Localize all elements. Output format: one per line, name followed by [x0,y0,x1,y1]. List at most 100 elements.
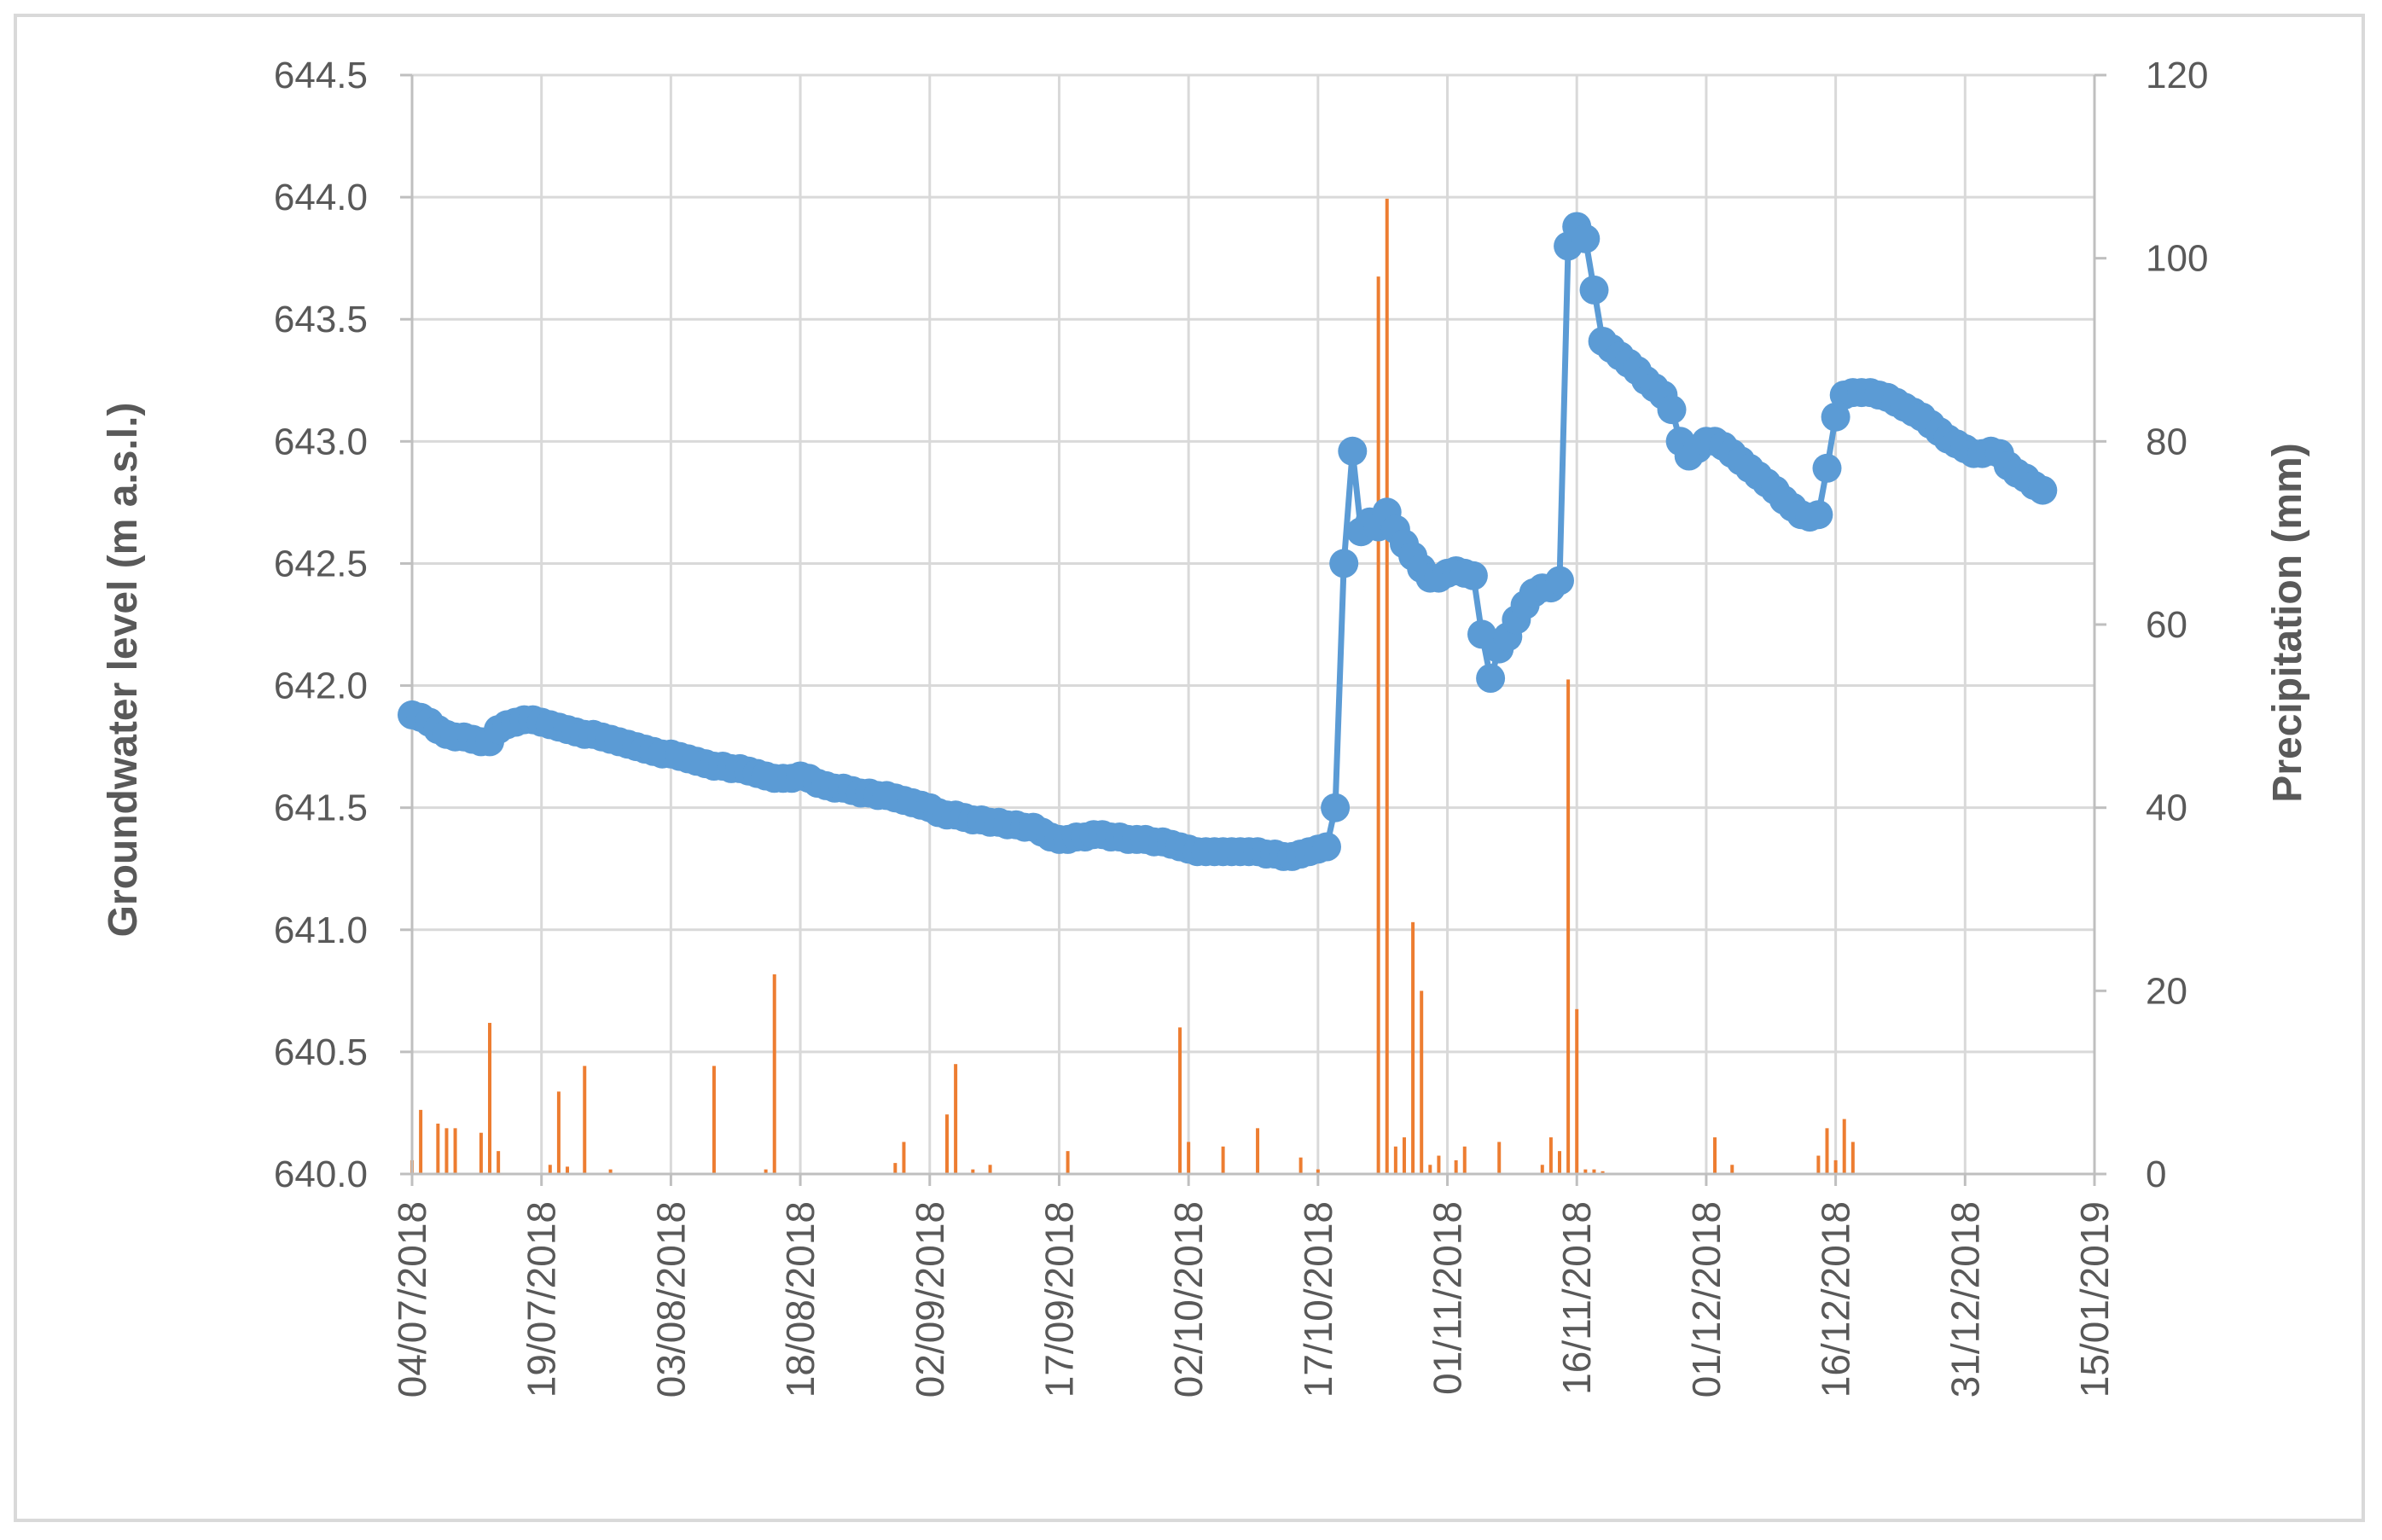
left-tick-label: 640.5 [274,1032,368,1073]
precipitation-bar [1437,1155,1441,1174]
groundwater-point [1545,566,1574,596]
precipitation-bar [1825,1128,1829,1174]
precipitation-bar [954,1064,958,1174]
left-tick-label: 643.0 [274,421,368,462]
x-tick-label: 31/12/2018 [1943,1201,1987,1398]
precipitation-bar [608,1169,613,1174]
precipitation-bar [1540,1165,1544,1174]
groundwater-point [1476,664,1506,693]
groundwater-point [1321,793,1351,822]
x-tick-label: 17/09/2018 [1037,1201,1082,1398]
x-tick-label: 03/08/2018 [648,1201,693,1398]
groundwater-point [1458,561,1488,590]
groundwater-point [1571,224,1601,253]
x-axis-ticks: 04/07/2018 19/07/2018 03/08/2018 18/08/2018… [390,1201,2117,1398]
right-tick-label: 20 [2146,970,2187,1012]
precipitation-bar [1833,1159,1838,1174]
x-tick-label: 04/07/2018 [390,1201,434,1398]
precipitation-bar [1187,1142,1191,1174]
groundwater-point [1579,275,1609,305]
groundwater-point [1338,436,1368,466]
x-tick-label: 16/11/2018 [1554,1201,1599,1395]
groundwater-point [1312,832,1341,862]
right-tick-label: 80 [2146,421,2187,462]
precipitation-bar [556,1091,561,1174]
precipitation-bar [893,1163,898,1174]
precipitation-bar [1462,1146,1467,1174]
left-axis-ticks: 640.0 640.5 641.0 641.5 642.0 642.5 643.0 643.5… [274,55,368,1195]
precipitation-bar [1566,679,1571,1174]
x-tick-label: 17/10/2018 [1296,1201,1340,1398]
left-tick-label: 644.0 [274,177,368,218]
precipitation-bar [1420,991,1424,1174]
precipitation-bar [1497,1142,1502,1174]
right-axis-title: Precipitation (mm) [2265,443,2310,802]
precipitation-bar [1385,198,1389,1174]
precipitation-bar [1583,1169,1588,1174]
left-tick-label: 644.5 [274,55,368,96]
left-tick-label: 643.5 [274,299,368,340]
precipitation-bar [764,1169,768,1174]
x-tick-label: 19/07/2018 [520,1201,564,1398]
precipitation-bar [1454,1159,1458,1174]
precipitation-bar [1850,1142,1855,1174]
x-tick-label: 01/12/2018 [1684,1201,1728,1398]
groundwater-point [1812,453,1842,483]
precipitation-bar [548,1165,552,1174]
precipitation-bar [1376,276,1380,1175]
precipitation-bar [1316,1169,1320,1174]
precipitation-bar [1713,1137,1717,1174]
precipitation-bar [436,1123,440,1174]
precipitation-bar [1393,1146,1397,1174]
groundwater-point [1329,549,1359,578]
right-tick-label: 0 [2146,1154,2166,1195]
precipitation-bar [1298,1157,1303,1174]
x-tick-label: 01/11/2018 [1426,1201,1470,1395]
groundwater-point [1657,395,1687,425]
precipitation-bar [944,1114,949,1174]
precipitation-bar [1592,1169,1596,1174]
x-tick-label: 15/01/2019 [2072,1201,2117,1398]
precipitation-bar [902,1142,906,1174]
groundwater-series [398,212,2058,871]
precipitation-bar [566,1166,570,1174]
precipitation-bar [444,1128,449,1174]
right-tick-label: 120 [2146,55,2208,96]
right-axis-ticks: 0 20 40 60 80 100 120 [2146,55,2208,1195]
precipitation-bar [1558,1151,1562,1174]
precipitation-bar [479,1132,483,1174]
precipitation-bar [1066,1151,1070,1174]
precipitation-bar [1178,1027,1182,1174]
precipitation-bar [419,1109,423,1174]
precipitation-series [410,198,1855,1175]
precipitation-bar [1256,1128,1260,1174]
precipitation-bar [1842,1119,1846,1174]
precipitation-bar [1402,1137,1406,1174]
precipitation-bar [488,1022,492,1174]
precipitation-bar [1411,921,1415,1174]
right-tick-label: 40 [2146,787,2187,829]
precipitation-bar [1816,1155,1821,1174]
x-tick-label: 02/09/2018 [908,1201,952,1398]
groundwater-point [1804,500,1833,530]
precipitation-bar [1575,1008,1579,1174]
precipitation-bar [1221,1146,1225,1174]
axes [400,73,2106,1186]
x-tick-label: 16/12/2018 [1814,1201,1858,1398]
precipitation-bar [1730,1165,1734,1174]
groundwater-point [2028,475,2058,505]
left-tick-label: 642.5 [274,543,368,584]
precipitation-bar [712,1066,716,1174]
left-tick-label: 641.5 [274,787,368,829]
precipitation-bar [1428,1165,1432,1174]
precipitation-bar [497,1151,501,1174]
precipitation-bar [772,974,776,1174]
precipitation-bar [988,1165,992,1174]
left-axis-title: Groundwater level (m a.s.l.) [101,403,146,938]
left-tick-label: 640.0 [274,1154,368,1195]
precipitation-bar [971,1169,975,1174]
groundwater-point [1821,402,1850,432]
x-tick-label: 18/08/2018 [778,1201,822,1398]
